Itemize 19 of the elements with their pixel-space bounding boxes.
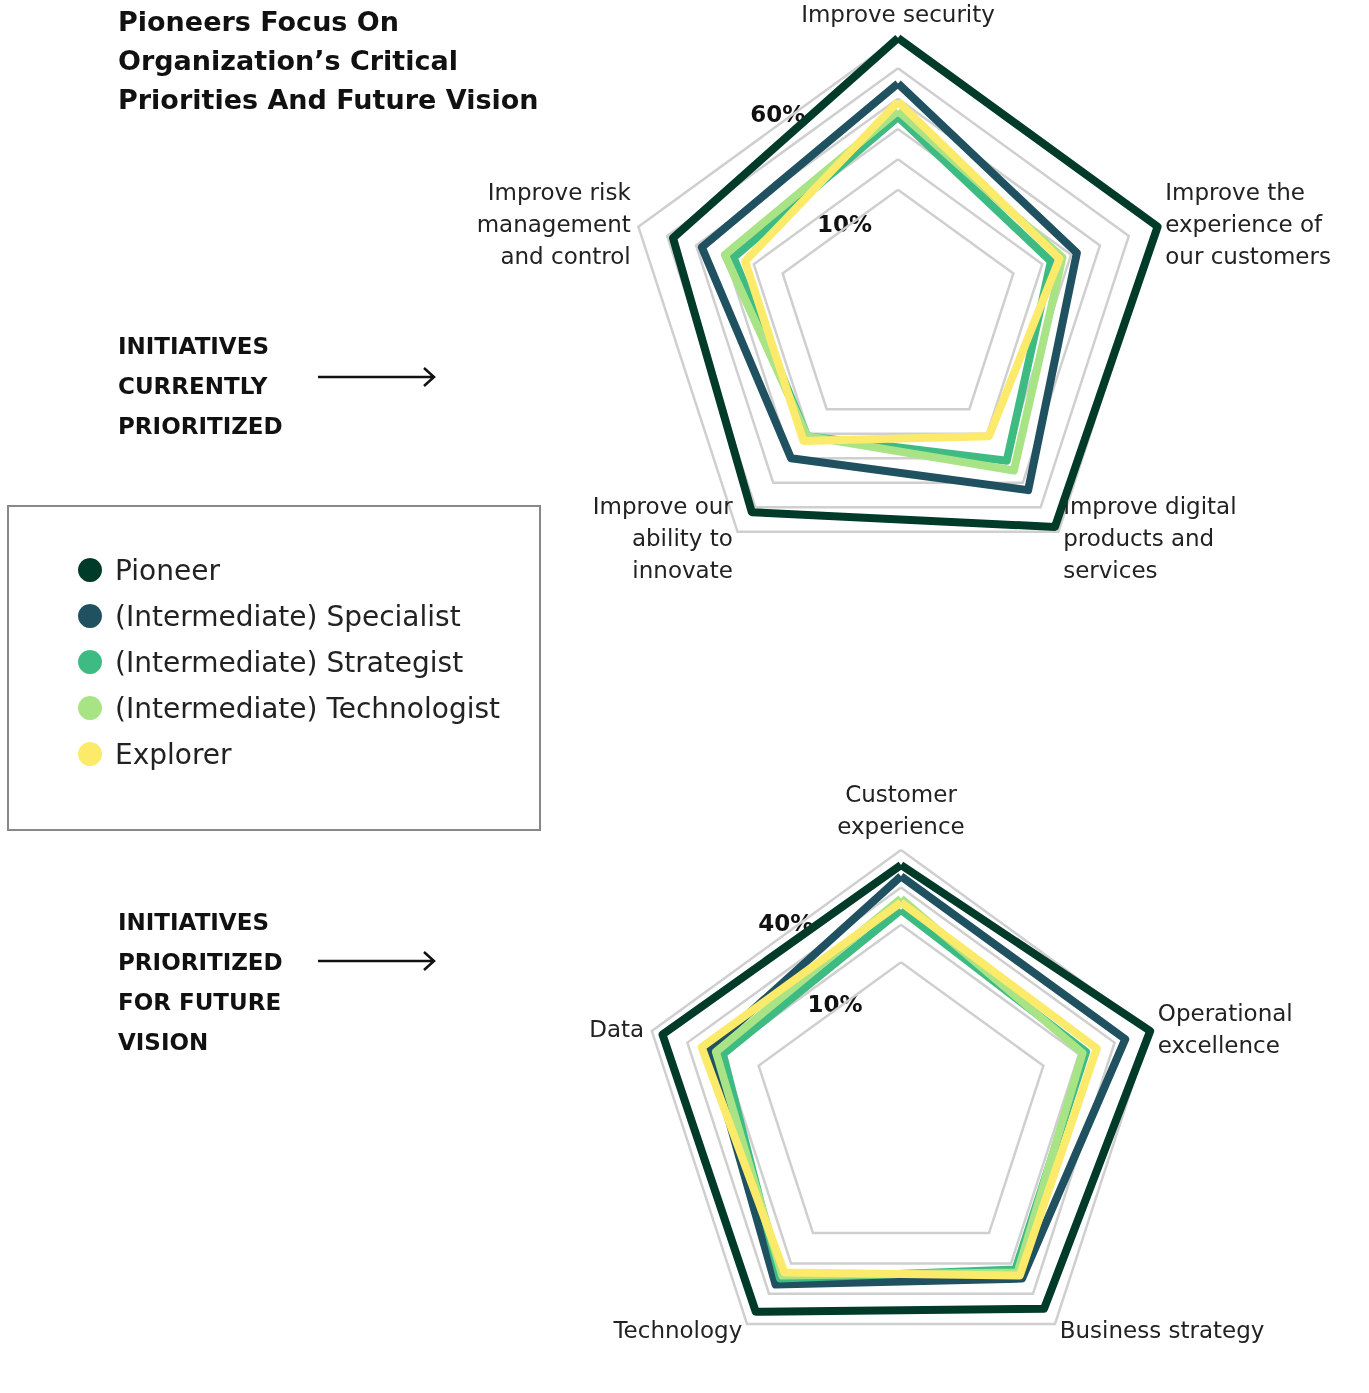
spoke-label: Improve the experience of our customers [1165,179,1331,270]
spoke-label: Improve digital products and services [1063,493,1237,584]
spoke-label: Data [589,1015,645,1042]
spoke-label: Operational excellence [1157,999,1293,1058]
text: INITIATIVES PRIORITIZED FOR FUTURE VISION [118,909,283,1055]
legend-label: (Intermediate) Technologist [115,691,501,725]
spoke-label: Improve our ability to innovate [592,493,734,584]
text: INITIATIVES CURRENTLY PRIORITIZED [118,333,283,439]
legend-label: (Intermediate) Strategist [115,645,464,679]
legend-label: Explorer [115,737,233,771]
legend-label: Pioneer [115,553,221,587]
text: Pioneers Focus On Organization’s Critical Priorities And Future Vision [118,6,539,115]
spoke-label: Business strategy [1059,1317,1265,1344]
spoke-label: Improve risk management and control [476,179,632,270]
spoke-label: Customer experience [837,781,965,839]
y-tick-label: 60% [750,101,806,128]
spoke-label: Improve security [801,1,995,27]
legend-label: (Intermediate) Specialist [115,599,461,633]
spoke-label: Technology [612,1317,743,1344]
